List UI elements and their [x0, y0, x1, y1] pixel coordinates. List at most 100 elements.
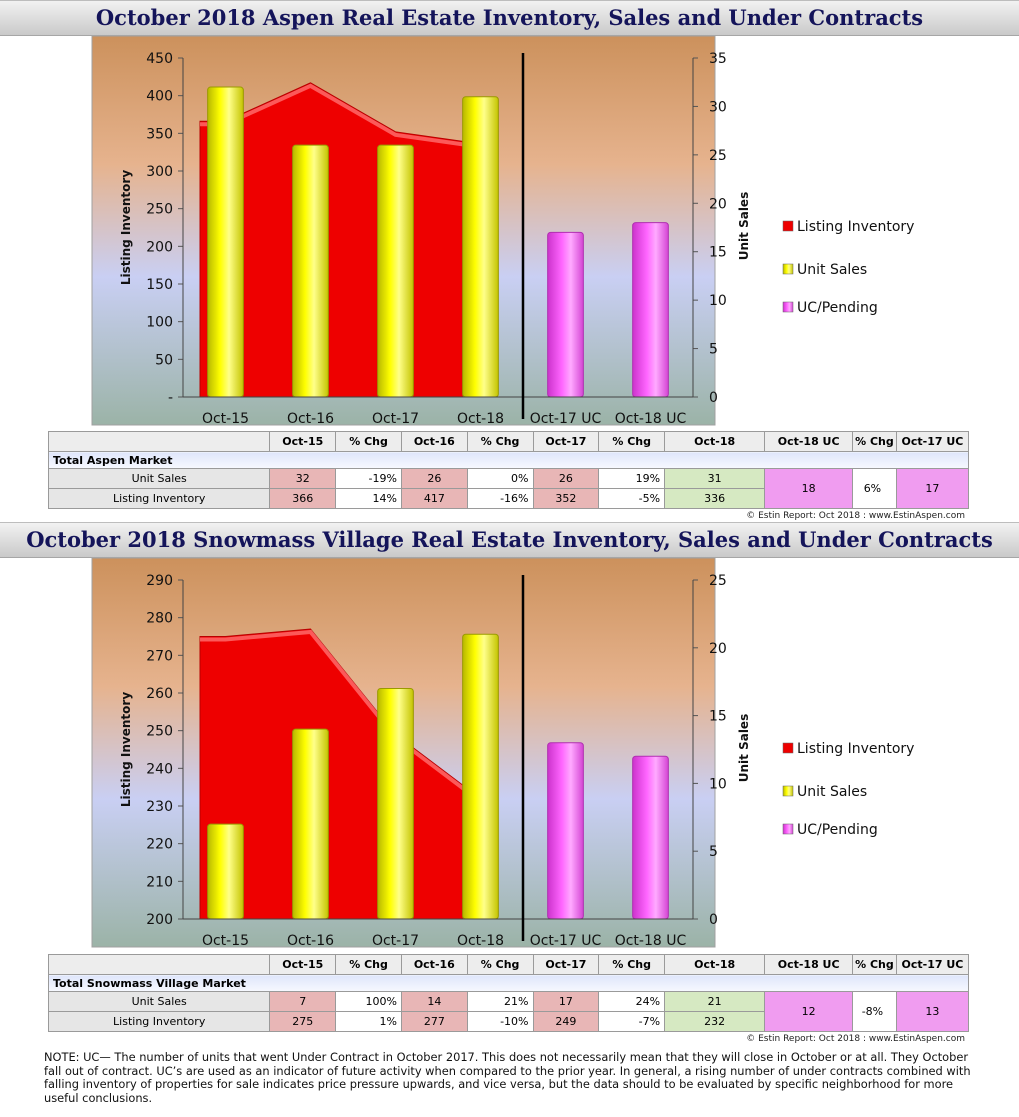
aspen-market-row: Total Aspen Market [48, 451, 969, 469]
market-label: Total Snowmass Village Market [48, 974, 969, 992]
table-cell: 17 [895, 468, 970, 509]
category-label: Oct-16 [287, 411, 334, 427]
snowmass-chart-title: October 2018 Snowmass Village Real Estat… [26, 527, 993, 552]
table-cell: 21% [466, 991, 534, 1012]
left-axis-tick-label: 200 [146, 912, 173, 928]
header-cell: Oct-17 UC [895, 954, 970, 975]
table-corner-cell [47, 954, 271, 975]
left-axis-tick-label: 240 [146, 761, 173, 777]
table-cell: 366 [269, 488, 337, 509]
row-label: Unit Sales [47, 991, 271, 1012]
legend-swatch [782, 263, 794, 275]
table-cell: 13 [895, 991, 970, 1032]
right-axis-tick-label: 30 [709, 99, 727, 115]
header-cell: % Chg [466, 954, 534, 975]
unit-sales-bar [207, 823, 244, 920]
unit-sales-bar [377, 687, 414, 920]
legend-label: Unit Sales [797, 262, 867, 278]
legend-label: Listing Inventory [797, 741, 914, 757]
table-cell: 7 [269, 991, 337, 1012]
table-row: Listing Inventory 275 1% 277 -10% 249 -7… [47, 1011, 969, 1032]
legend-swatch [782, 301, 794, 313]
category-label: Oct-18 [457, 933, 504, 949]
right-axis-tick-label: 10 [709, 293, 727, 309]
table-cell: 1% [335, 1011, 402, 1032]
category-label: Oct-18 UC [615, 411, 687, 427]
category-label: Oct-17 UC [530, 933, 602, 949]
right-axis-tick-label: 5 [709, 342, 718, 358]
left-axis-tick-label: 280 [146, 611, 173, 627]
header-cell: Oct-17 [532, 431, 600, 452]
table-cell: 100% [335, 991, 402, 1012]
table-cell: -10% [466, 1011, 534, 1032]
table-cell: -16% [466, 488, 534, 509]
uc-pending-bar [632, 222, 669, 398]
right-axis-tick-label: 20 [709, 641, 727, 657]
header-cell: % Chg [598, 431, 666, 452]
header-cell: Oct-16 [400, 431, 468, 452]
category-label: Oct-16 [287, 933, 334, 949]
legend-swatch [782, 823, 794, 835]
snowmass-table: Oct-15 % Chg Oct-16 % Chg Oct-17 % Chg O… [47, 954, 970, 1032]
right-axis-tick-label: 0 [709, 912, 718, 928]
legend-label: UC/Pending [797, 822, 878, 838]
left-axis-tick-label: - [168, 390, 173, 406]
left-axis-tick-label: 150 [146, 277, 173, 293]
table-corner-cell [47, 431, 271, 452]
left-axis-tick-label: 250 [146, 724, 173, 740]
category-label: Oct-18 [457, 411, 504, 427]
snowmass-title-bar: October 2018 Snowmass Village Real Estat… [0, 522, 1019, 558]
header-cell: % Chg [335, 954, 402, 975]
category-label: Oct-15 [202, 411, 249, 427]
table-cell: 17 [532, 991, 600, 1012]
right-axis-tick-label: 25 [709, 148, 727, 164]
table-cell: -19% [335, 468, 402, 489]
left-axis-tick-label: 210 [146, 874, 173, 890]
table-cell: 14 [400, 991, 468, 1012]
unit-sales-bar [377, 144, 414, 398]
table-cell: 249 [532, 1011, 600, 1032]
table-row: Unit Sales 7 100% 14 21% 17 24% 21 12 -8… [47, 991, 970, 1032]
table-cell: 26 [532, 468, 600, 489]
header-cell: % Chg [466, 431, 534, 452]
table-cell: -5% [598, 488, 666, 509]
left-axis-tick-label: 300 [146, 164, 173, 180]
header-cell: Oct-17 UC [895, 431, 970, 452]
row-label: Unit Sales [47, 468, 271, 489]
left-axis-tick-label: 250 [146, 202, 173, 218]
table-cell: 26 [400, 468, 468, 489]
table-cell: 21 [664, 991, 766, 1012]
uc-pending-bar [547, 742, 584, 920]
table-row: Listing Inventory 366 14% 417 -16% 352 -… [47, 488, 969, 509]
snowmass-credit: © Estin Report: Oct 2018 : www.EstinAspe… [746, 1034, 965, 1044]
header-cell: Oct-16 [400, 954, 468, 975]
unit-sales-bar [292, 144, 329, 398]
right-axis-tick-label: 15 [709, 709, 727, 725]
header-cell: Oct-18 [664, 954, 766, 975]
table-cell: 0% [466, 468, 534, 489]
left-axis-tick-label: 230 [146, 799, 173, 815]
left-axis-tick-label: 450 [146, 51, 173, 67]
legend-label: UC/Pending [797, 300, 878, 316]
unit-sales-bar [462, 96, 499, 398]
left-axis-tick-label: 200 [146, 239, 173, 255]
table-row: Unit Sales 32 -19% 26 0% 26 19% 31 18 6%… [47, 468, 970, 509]
category-label: Oct-18 UC [615, 933, 687, 949]
aspen-table-header-row: Oct-15 % Chg Oct-16 % Chg Oct-17 % Chg O… [47, 431, 970, 452]
table-cell: 352 [532, 488, 600, 509]
right-axis-tick-label: 25 [709, 573, 727, 589]
aspen-chart-title: October 2018 Aspen Real Estate Inventory… [95, 5, 924, 30]
right-axis-tick-label: 35 [709, 51, 727, 67]
table-cell: 31 [664, 468, 766, 489]
left-axis-tick-label: 350 [146, 126, 173, 142]
table-cell: 417 [400, 488, 468, 509]
legend-swatch [782, 785, 794, 797]
row-label: Listing Inventory [47, 1011, 271, 1032]
legend-label: Listing Inventory [797, 219, 914, 235]
table-cell: -8% [852, 991, 897, 1032]
table-cell: 277 [400, 1011, 468, 1032]
table-cell: 32 [269, 468, 337, 489]
legend-swatch [782, 220, 794, 232]
left-axis-title: Listing Inventory [119, 692, 133, 807]
right-axis-title: Unit Sales [737, 714, 751, 782]
